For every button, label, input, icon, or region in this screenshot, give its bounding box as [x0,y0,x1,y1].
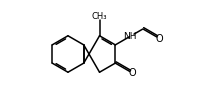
Text: NH: NH [123,32,136,41]
Text: O: O [156,34,163,44]
Text: CH₃: CH₃ [92,12,107,21]
Text: O: O [129,68,137,78]
